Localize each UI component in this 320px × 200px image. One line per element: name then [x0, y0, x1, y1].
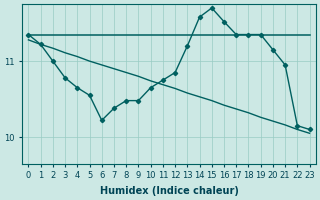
X-axis label: Humidex (Indice chaleur): Humidex (Indice chaleur) [100, 186, 238, 196]
